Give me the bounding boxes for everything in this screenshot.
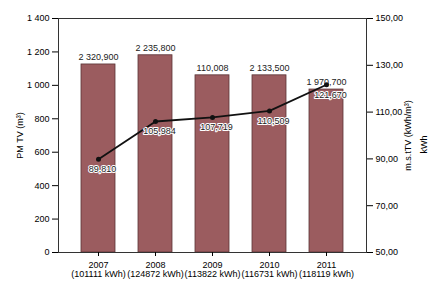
svg-text:kWh: kWh	[419, 136, 429, 154]
svg-text:800: 800	[34, 114, 49, 124]
svg-text:PM TV (m³): PM TV (m³)	[15, 112, 25, 158]
svg-text:89,810: 89,810	[89, 164, 117, 174]
svg-text:2008(124872 kWh): 2008(124872 kWh)	[127, 260, 184, 279]
svg-text:110,509: 110,509	[258, 116, 290, 126]
svg-text:1 400: 1 400	[27, 13, 50, 23]
svg-text:107,719: 107,719	[200, 122, 233, 132]
svg-text:1 000: 1 000	[27, 80, 50, 90]
svg-text:110,00: 110,00	[376, 107, 403, 117]
svg-text:0: 0	[44, 247, 49, 257]
svg-text:130,00: 130,00	[376, 60, 404, 70]
svg-text:2011(118119 kWh): 2011(118119 kWh)	[299, 260, 354, 279]
svg-text:110,008: 110,008	[197, 63, 229, 73]
svg-text:2010(116731 kWh): 2010(116731 kWh)	[242, 260, 298, 279]
svg-text:400: 400	[34, 181, 49, 191]
svg-text:600: 600	[34, 147, 49, 157]
svg-text:2 320,900: 2 320,900	[78, 52, 118, 62]
svg-text:50,00: 50,00	[376, 247, 399, 257]
svg-text:150,00: 150,00	[376, 13, 404, 23]
svg-text:2007(101111 kWh): 2007(101111 kWh)	[71, 260, 126, 279]
svg-text:70,00: 70,00	[376, 201, 399, 211]
svg-text:1 970,700: 1 970,700	[306, 77, 346, 87]
svg-text:105,984: 105,984	[143, 126, 176, 136]
svg-text:1 200: 1 200	[27, 47, 50, 57]
svg-text:200: 200	[34, 214, 49, 224]
svg-text:121,670: 121,670	[314, 90, 347, 100]
svg-text:2 133,500: 2 133,500	[249, 63, 289, 73]
svg-text:m.s.tTV (kWh/m³): m.s.tTV (kWh/m³)	[403, 100, 413, 171]
svg-text:2009(113822 kWh): 2009(113822 kWh)	[185, 260, 241, 279]
svg-text:2 235,800: 2 235,800	[135, 43, 175, 53]
svg-text:90,00: 90,00	[376, 154, 399, 164]
